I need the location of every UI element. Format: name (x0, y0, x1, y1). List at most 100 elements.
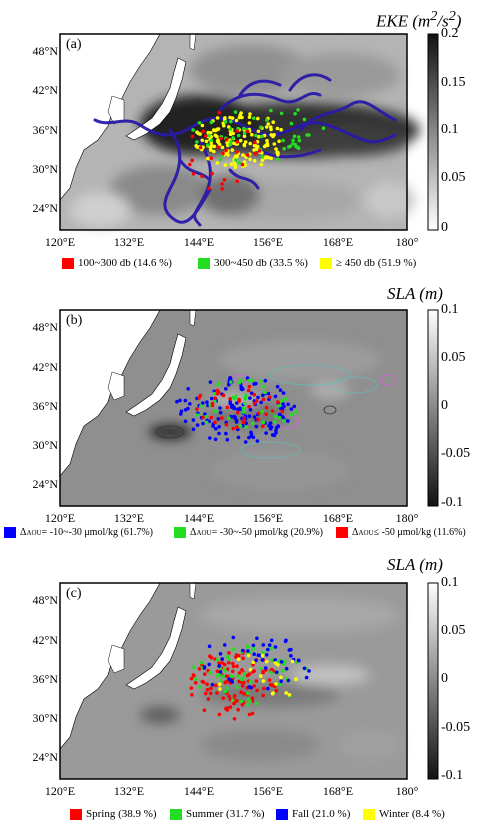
float-point (262, 133, 267, 138)
float-point (233, 694, 237, 698)
lon-label: 180° (395, 511, 419, 525)
float-point (260, 154, 265, 159)
lat-label: 42°N (32, 633, 58, 647)
float-point (195, 130, 199, 134)
float-point (284, 691, 289, 695)
legend-b-blue: Δ AOU = -10~-30 μmol/kg (61.7%) (4, 527, 153, 538)
float-point (288, 144, 293, 148)
float-point (242, 126, 246, 131)
float-point (252, 669, 256, 673)
float-point (286, 678, 291, 683)
float-point (259, 125, 263, 130)
float-point (239, 111, 243, 115)
colorbar-c (427, 582, 439, 780)
float-point (194, 144, 198, 148)
float-point (200, 174, 204, 179)
float-point (263, 666, 268, 670)
float-point (245, 153, 250, 157)
float-point (191, 427, 196, 432)
float-point (191, 128, 195, 132)
float-point (243, 401, 247, 406)
float-point (258, 666, 263, 671)
float-point (229, 119, 233, 124)
float-point (220, 145, 225, 150)
float-point (270, 409, 275, 413)
float-point (230, 148, 235, 152)
float-point (221, 674, 225, 679)
float-point (201, 129, 205, 134)
float-point (208, 670, 212, 675)
float-point (275, 150, 280, 154)
cb-tick: 0.05 (441, 170, 466, 185)
float-point (221, 151, 225, 156)
float-point (215, 116, 220, 120)
float-point (256, 653, 261, 657)
float-point (232, 406, 236, 411)
float-point (209, 143, 214, 148)
land-japan (125, 57, 187, 141)
float-point (282, 404, 286, 409)
legend-swatch (4, 527, 16, 538)
float-point (208, 654, 212, 658)
float-point (228, 142, 232, 147)
float-point (281, 391, 286, 395)
float-point (219, 136, 223, 141)
lon-label: 168°E (322, 784, 354, 798)
float-point (246, 697, 251, 701)
float-point (273, 661, 278, 665)
float-point (209, 120, 214, 125)
float-point (228, 132, 233, 136)
lat-label: 48°N (32, 320, 58, 334)
float-point (178, 398, 182, 403)
legend-swatch (320, 257, 332, 269)
float-point (263, 378, 268, 383)
float-point (269, 638, 274, 643)
float-point (224, 148, 228, 153)
float-point (278, 388, 283, 392)
float-point (254, 701, 259, 706)
float-point (220, 416, 224, 420)
float-point (209, 148, 213, 152)
float-point (236, 133, 241, 138)
float-point (227, 416, 231, 420)
float-point (221, 696, 225, 700)
float-point (260, 653, 265, 658)
float-point (265, 142, 270, 146)
float-point (247, 672, 252, 676)
float-point (260, 134, 264, 139)
float-point (269, 646, 274, 651)
float-point (239, 699, 244, 704)
float-point (260, 409, 265, 414)
float-point (242, 692, 246, 696)
cb-tick: 0.2 (441, 26, 459, 41)
float-point (244, 425, 249, 430)
float-point (273, 419, 277, 424)
float-point (276, 157, 280, 162)
float-point (250, 711, 255, 716)
float-point (191, 172, 196, 176)
float-point (246, 703, 250, 707)
float-point (213, 420, 217, 424)
float-point (216, 145, 220, 149)
cb-tick: 0.1 (441, 122, 459, 137)
float-point (264, 125, 269, 129)
lon-label: 180° (395, 784, 419, 798)
float-point (259, 674, 263, 678)
float-point (248, 679, 253, 684)
float-point (208, 380, 213, 384)
cb-tick: 0.05 (441, 350, 466, 365)
float-point (281, 401, 285, 406)
legend-swatch (198, 257, 210, 269)
lat-label: 30°N (32, 711, 58, 725)
float-point (220, 182, 224, 186)
float-point (235, 410, 240, 415)
float-point (188, 402, 192, 406)
float-point (233, 162, 237, 167)
lat-label: 48°N (32, 593, 58, 607)
float-point (269, 127, 273, 132)
cb-tick: 0.1 (441, 302, 459, 317)
float-point (253, 140, 257, 145)
float-point (295, 145, 300, 149)
float-point (214, 409, 218, 413)
float-point (223, 689, 228, 694)
